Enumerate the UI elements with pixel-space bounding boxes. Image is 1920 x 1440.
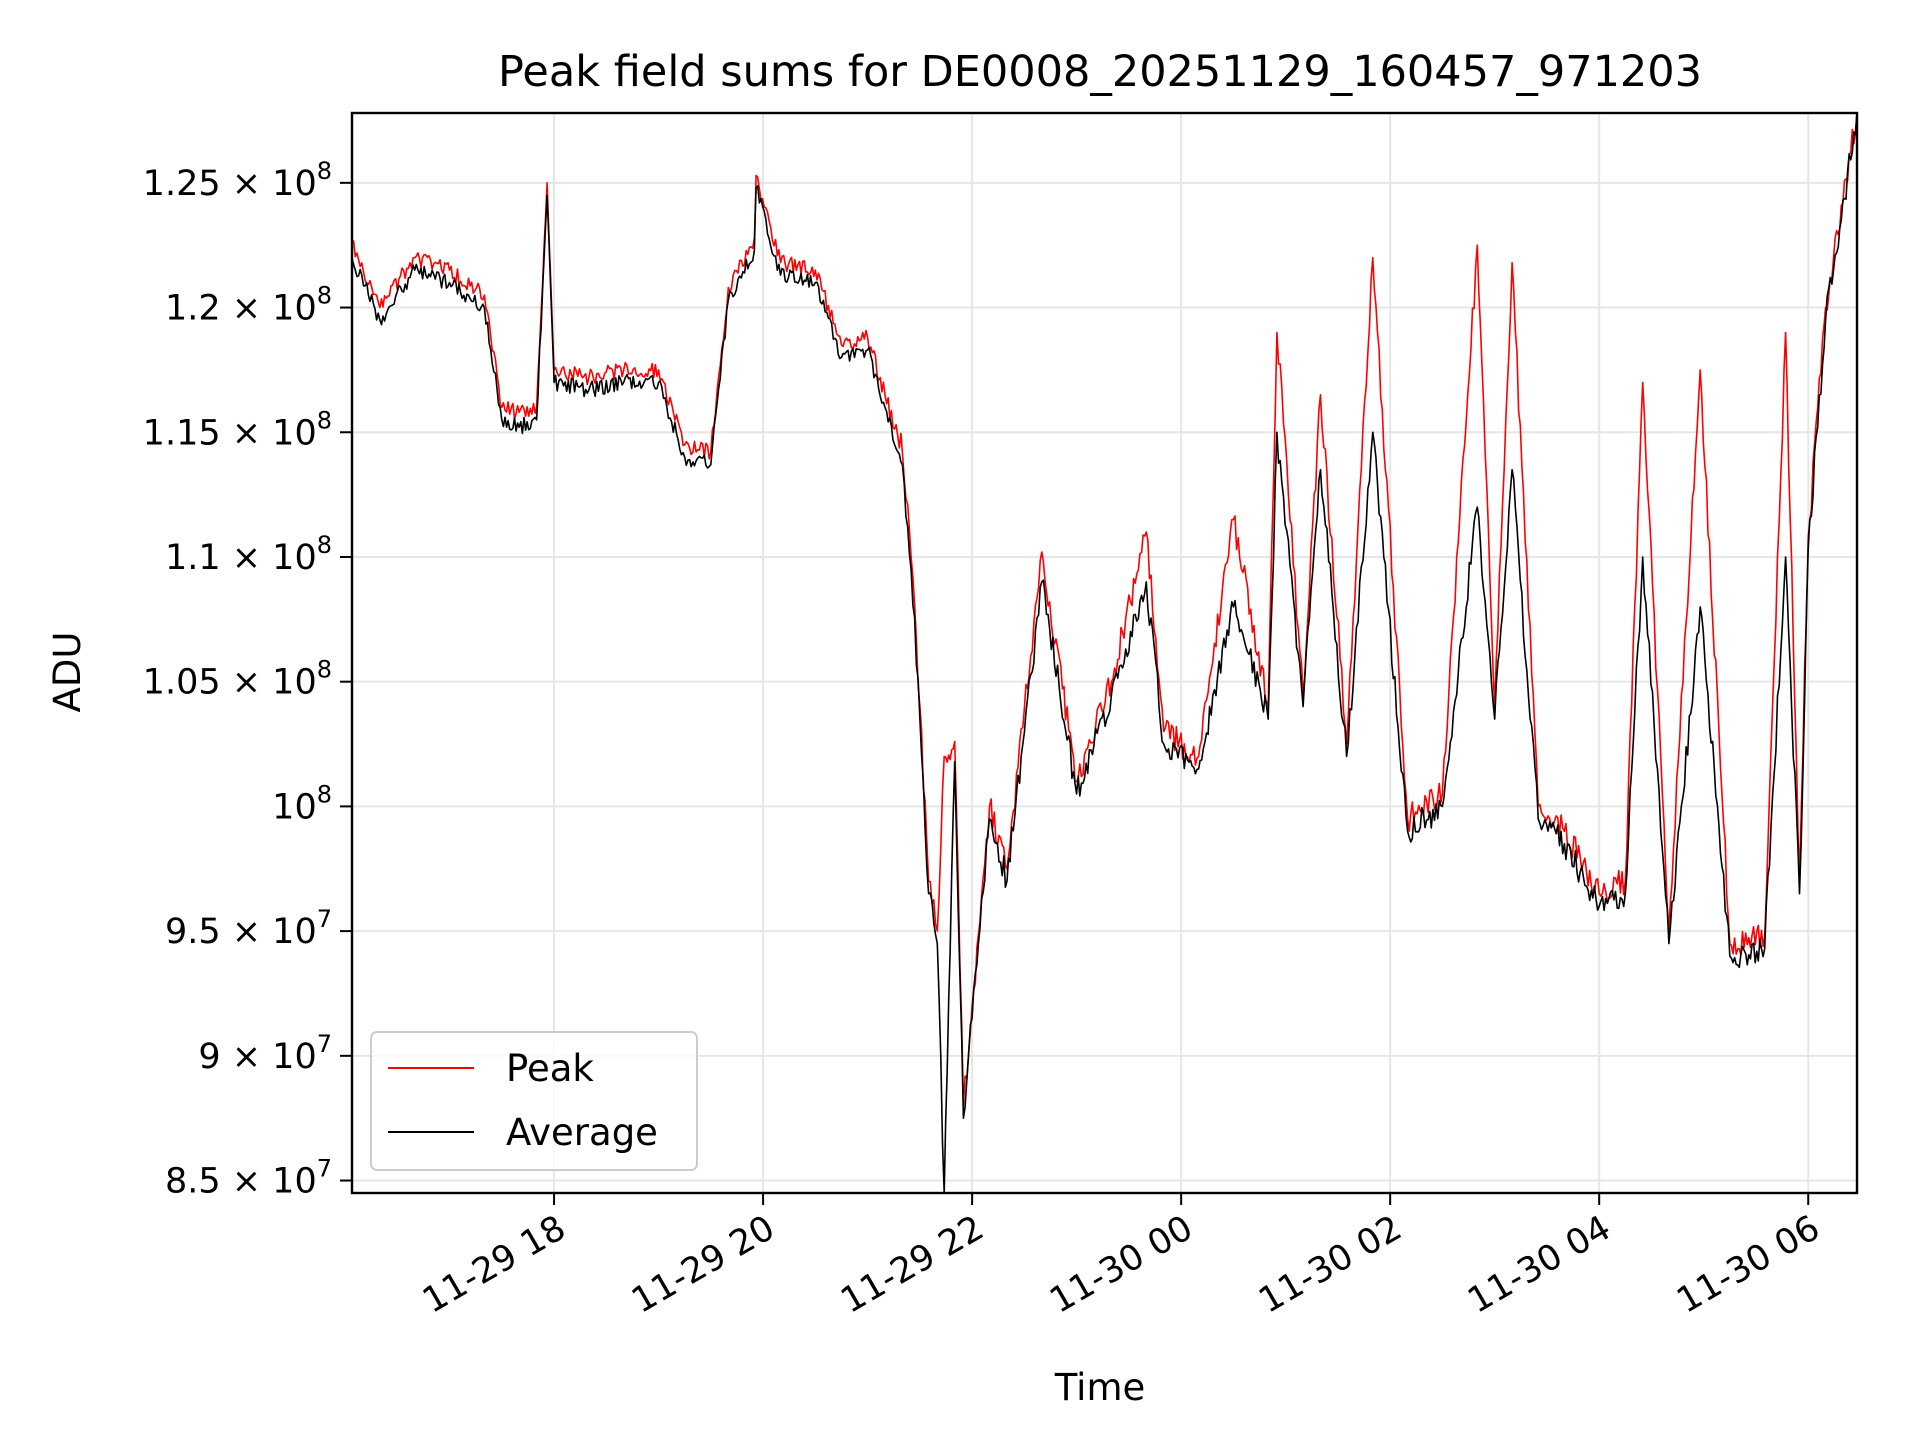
y-tick-label: 9 × 107 bbox=[198, 1030, 332, 1077]
x-axis-label: Time bbox=[1054, 1366, 1146, 1409]
legend: Peak Average bbox=[370, 1031, 698, 1171]
y-tick-label: 1.2 × 108 bbox=[165, 282, 332, 329]
y-tick-label: 8.5 × 107 bbox=[165, 1155, 332, 1202]
legend-box bbox=[370, 1031, 698, 1171]
y-tick-label: 1.05 × 108 bbox=[143, 656, 332, 703]
plot-series bbox=[352, 113, 1857, 1193]
y-tick-label: 1.15 × 108 bbox=[143, 406, 332, 453]
legend-label-peak: Peak bbox=[506, 1047, 594, 1090]
y-axis-ticks: 8.5 × 107 9 × 107 9.5 × 107 108 1.05 × 108 1.… bbox=[143, 157, 352, 1202]
legend-label-average: Average bbox=[506, 1111, 658, 1154]
y-tick-label: 1.25 × 108 bbox=[143, 157, 332, 204]
series-line-average bbox=[352, 113, 1857, 1193]
y-tick-label: 108 bbox=[272, 780, 332, 827]
y-tick-label: 9.5 × 107 bbox=[165, 905, 332, 952]
y-tick-label: 1.1 × 108 bbox=[165, 531, 332, 578]
chart-title: Peak field sums for DE0008_20251129_1604… bbox=[498, 47, 1702, 97]
y-axis-label: ADU bbox=[46, 632, 89, 713]
plot-frame bbox=[350, 111, 1859, 1195]
